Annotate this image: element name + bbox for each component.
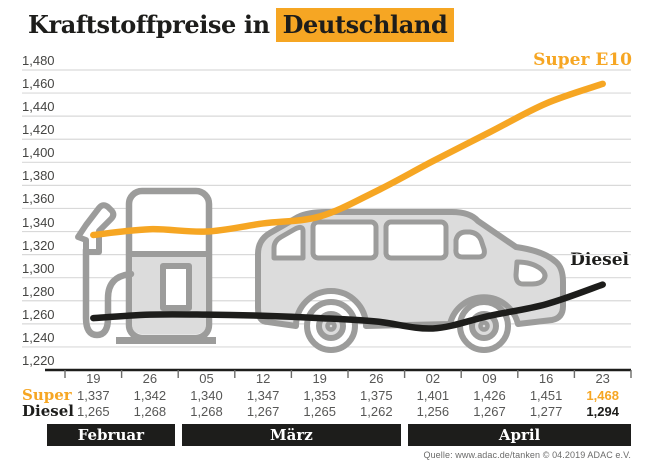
pump-hose bbox=[82, 246, 135, 339]
table-row-label-super: Super bbox=[22, 386, 72, 404]
super-value-cell: 1,353 bbox=[303, 388, 336, 403]
car-middle-window bbox=[310, 219, 379, 261]
x-tick-label: 05 bbox=[199, 371, 214, 386]
super-value-cell: 1,451 bbox=[529, 388, 563, 403]
car-front-wheel-hub bbox=[478, 320, 490, 332]
y-axis-label: 1,480 bbox=[22, 53, 55, 68]
diesel-value-cell: 1,294 bbox=[586, 404, 619, 419]
y-axis-label: 1,360 bbox=[22, 191, 55, 207]
x-tick-label: 09 bbox=[482, 371, 497, 386]
diesel-value-cell: 1,268 bbox=[133, 404, 167, 419]
super-value-cell: 1,426 bbox=[473, 388, 506, 403]
diesel-value-cell: 1,268 bbox=[190, 404, 223, 419]
car-vent-window bbox=[453, 229, 487, 260]
x-tick-label: 02 bbox=[425, 371, 441, 386]
x-tick-label: 26 bbox=[142, 371, 158, 386]
diesel-value-cell: 1,267 bbox=[473, 404, 506, 419]
month-band-april: April bbox=[408, 424, 631, 446]
y-axis-label: 1,280 bbox=[22, 283, 55, 299]
super-value-cell: 1,342 bbox=[133, 388, 167, 403]
y-axis-label: 1,220 bbox=[22, 353, 55, 368]
car-rear-window bbox=[271, 224, 306, 261]
series-line-super-e10 bbox=[90, 80, 606, 239]
car-front-window bbox=[383, 219, 449, 261]
title-highlight: Deutschland bbox=[275, 8, 455, 42]
x-tick-label: 16 bbox=[538, 371, 554, 386]
diesel-value-cell: 1,265 bbox=[77, 404, 110, 419]
legend-label-super-e10: Super E10 bbox=[533, 50, 632, 70]
y-axis-label: 1,260 bbox=[22, 306, 55, 322]
diesel-value-cell: 1,267 bbox=[246, 404, 280, 419]
y-axis-label: 1,440 bbox=[22, 99, 55, 115]
title-prefix: Kraftstoffpreise in bbox=[28, 10, 270, 39]
pump-display-window bbox=[160, 263, 192, 311]
y-axis-label: 1,300 bbox=[22, 260, 55, 276]
series-line-diesel bbox=[90, 281, 606, 332]
x-tick-label: 19 bbox=[312, 371, 327, 386]
y-axis-label: 1,380 bbox=[22, 168, 55, 184]
data-lines bbox=[90, 80, 606, 332]
x-tick-label: 23 bbox=[595, 371, 610, 386]
super-value-cell: 1,347 bbox=[246, 388, 280, 403]
y-axis-label: 1,340 bbox=[22, 214, 55, 230]
x-tick-label: 26 bbox=[369, 371, 384, 386]
source-note: Quelle: www.adac.de/tanken © 04.2019 ADA… bbox=[423, 450, 631, 460]
pump-nozzle bbox=[75, 202, 117, 255]
fuel-pump-illustration bbox=[75, 187, 216, 344]
diesel-value-cell: 1,256 bbox=[416, 404, 450, 419]
y-axis-label: 1,460 bbox=[22, 76, 55, 92]
super-value-cell: 1,337 bbox=[77, 388, 110, 403]
y-axis-label: 1,320 bbox=[22, 237, 55, 253]
diesel-value-cell: 1,265 bbox=[303, 404, 336, 419]
y-axis-label: 1,400 bbox=[22, 145, 55, 161]
car-headlight bbox=[513, 259, 548, 287]
y-axis-label: 1,420 bbox=[22, 122, 55, 138]
car-rear-wheel-hub bbox=[325, 320, 337, 332]
super-value-cell: 1,340 bbox=[190, 388, 223, 403]
x-tick-label: 19 bbox=[86, 371, 101, 386]
y-axis-label: 1,240 bbox=[22, 329, 55, 345]
super-value-cell: 1,401 bbox=[416, 388, 450, 403]
month-band-februar: Februar bbox=[47, 424, 175, 446]
diesel-value-cell: 1,277 bbox=[529, 404, 563, 419]
table-row-label-diesel: Diesel bbox=[22, 402, 74, 420]
x-tick-label: 12 bbox=[255, 371, 271, 386]
page-title: Kraftstoffpreise in Deutschland bbox=[28, 8, 455, 42]
super-value-cell: 1,468 bbox=[586, 388, 619, 403]
super-value-cell: 1,375 bbox=[360, 388, 393, 403]
month-band-märz: März bbox=[181, 424, 402, 446]
x-axis bbox=[45, 368, 632, 378]
car-illustration bbox=[255, 209, 566, 353]
diesel-value-cell: 1,262 bbox=[360, 404, 393, 419]
